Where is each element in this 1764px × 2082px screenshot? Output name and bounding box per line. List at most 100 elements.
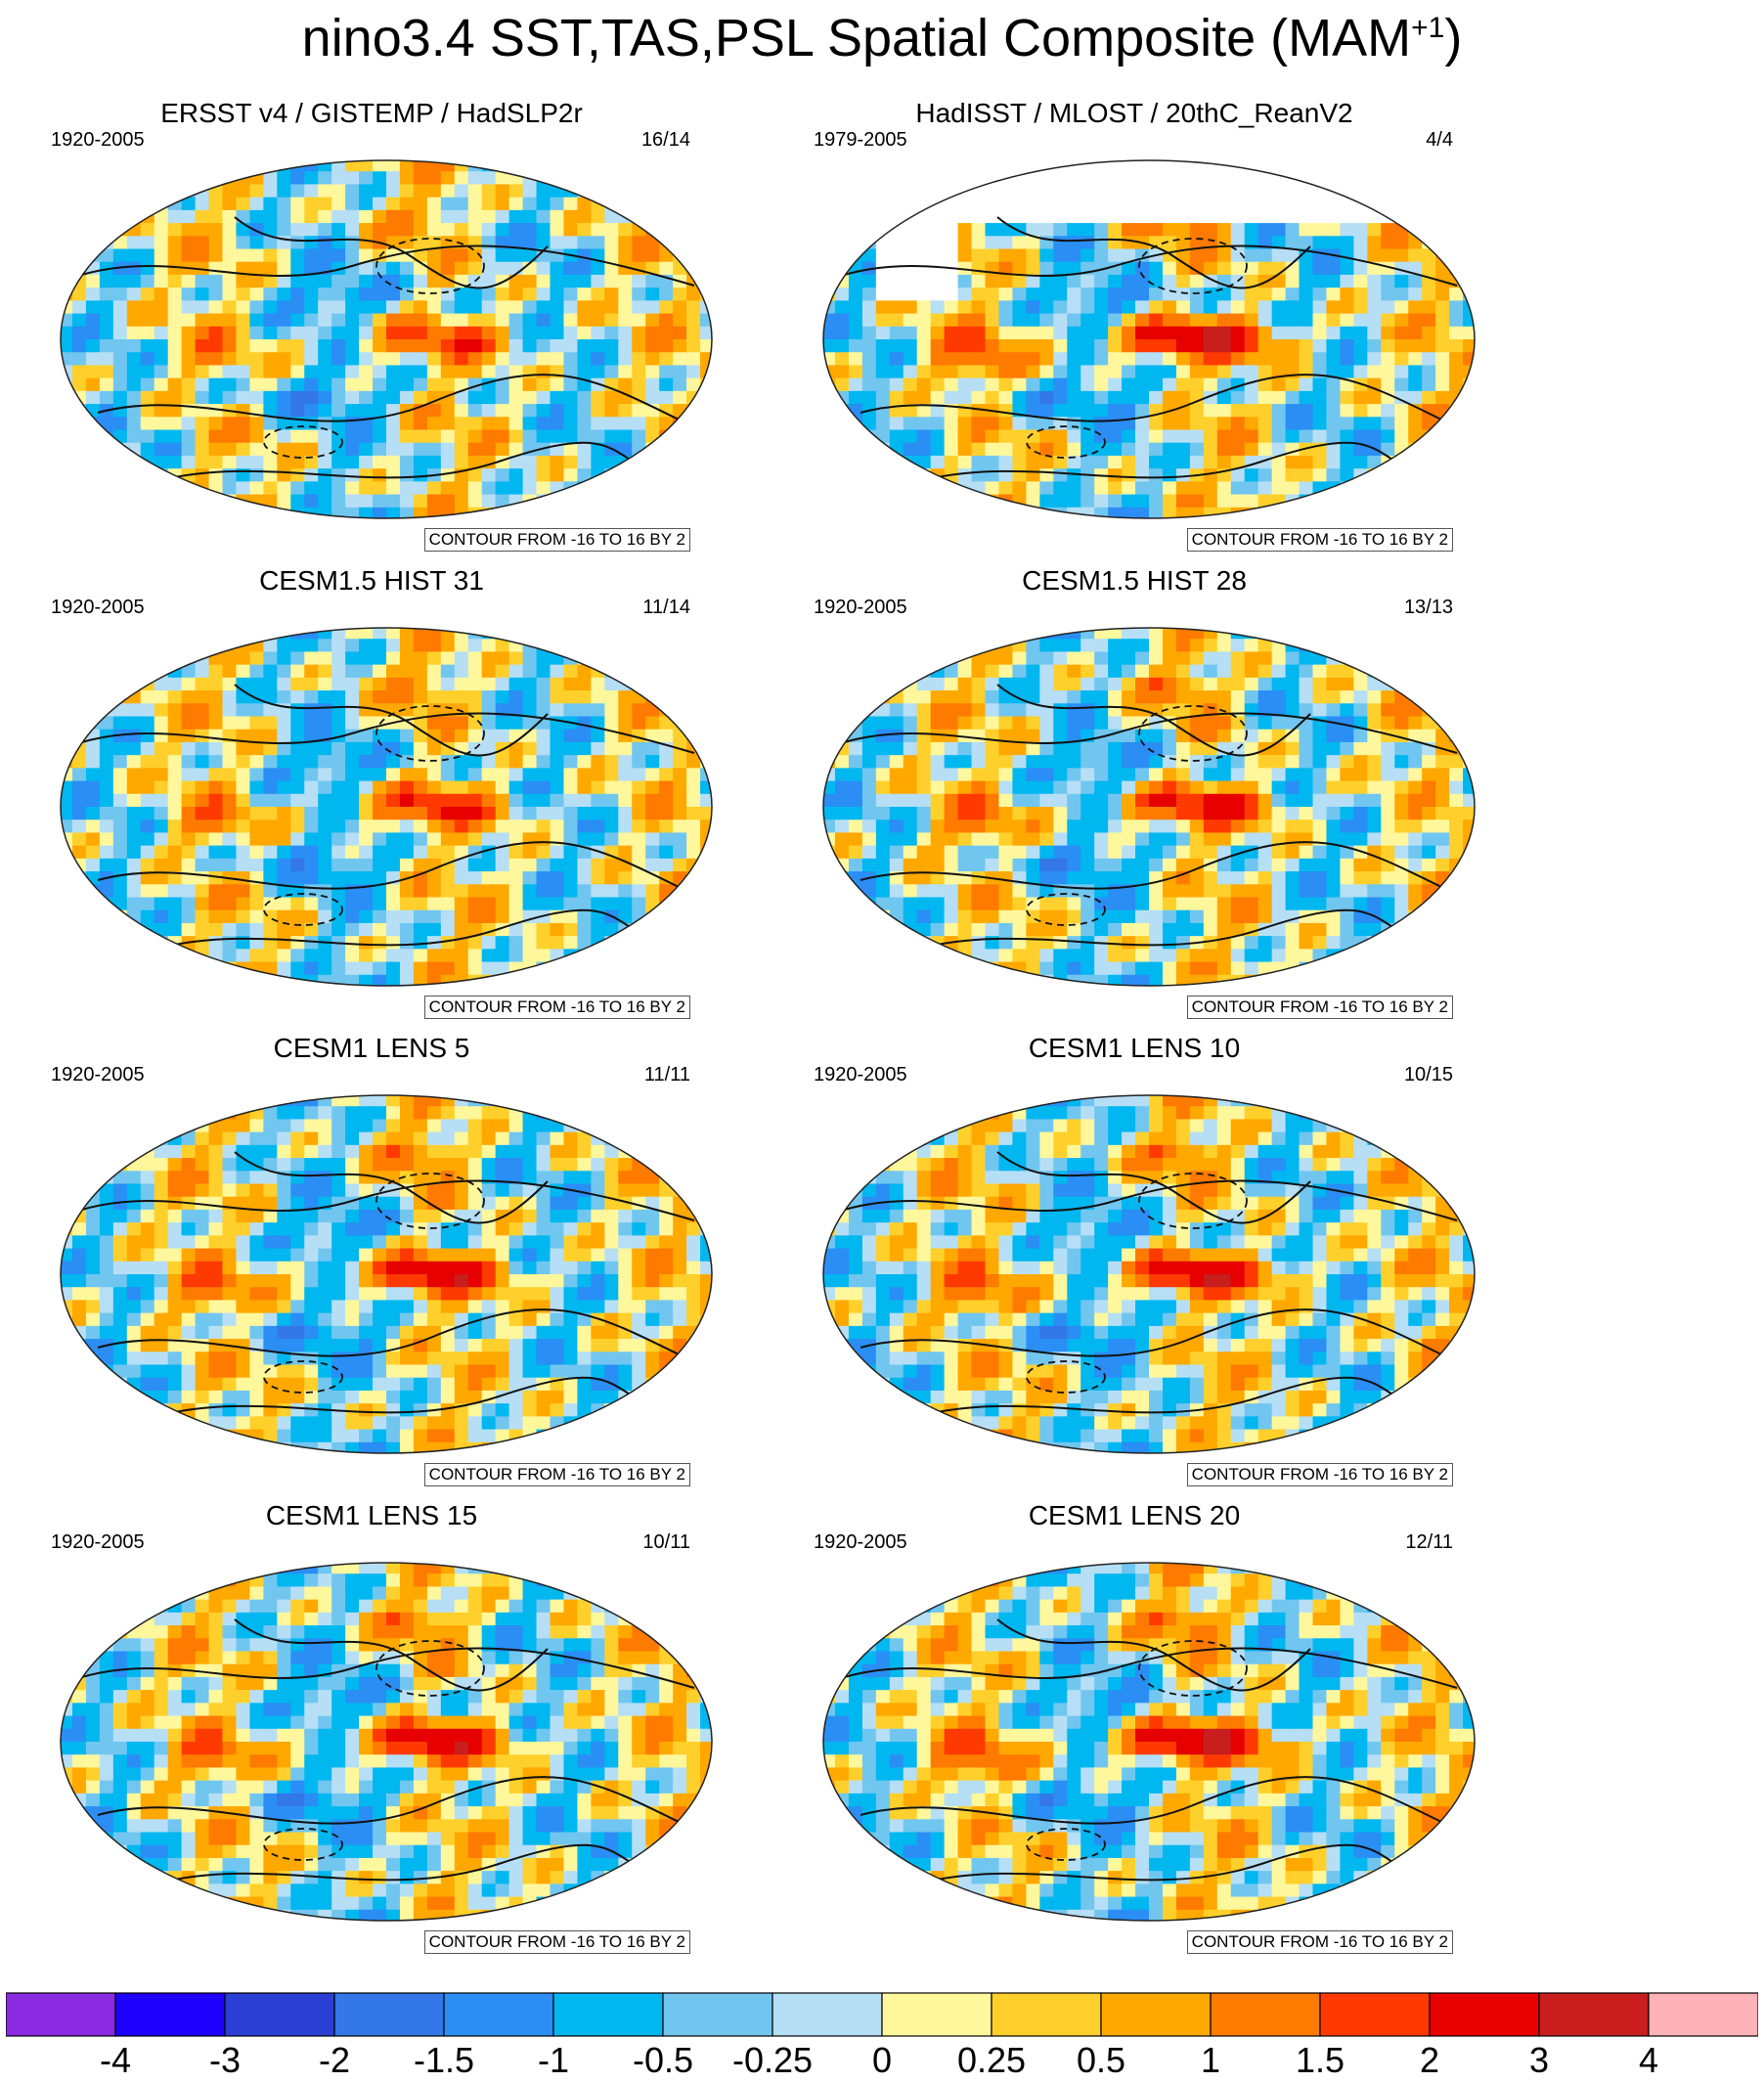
grid-cell [1435,352,1450,367]
grid-cell [154,690,169,704]
grid-cell [399,481,415,496]
grid-cell [440,365,456,379]
grid-cell [1449,197,1464,211]
grid-cell [1449,352,1464,367]
grid-cell [618,274,633,288]
grid-cell [195,468,210,482]
grid-cell [195,820,210,834]
grid-cell [1244,639,1259,653]
grid-cell [591,481,605,496]
grid-cell [985,352,1000,367]
grid-cell [318,223,332,237]
grid-cell [971,690,987,704]
grid-cell [848,845,863,860]
grid-cell [1094,288,1109,301]
grid-cell [440,936,456,950]
grid-cell [1230,365,1246,379]
grid-cell [985,377,1000,392]
grid-cell [1230,820,1246,834]
grid-cell [508,429,524,444]
grid-cell [930,339,946,353]
grid-cell [508,326,524,340]
grid-cell [998,807,1014,820]
grid-cell [1326,171,1342,186]
grid-cell [318,974,332,986]
grid-cell [481,936,497,950]
grid-cell [126,209,142,224]
grid-cell [889,339,904,353]
grid-cell [85,300,101,315]
psl-contour-negative [1138,238,1248,294]
grid-cell [1394,845,1409,860]
grid-cell [944,288,959,301]
grid-cell [495,858,510,872]
grid-cell [522,922,538,937]
grid-cell [263,429,278,444]
grid-cell [1257,160,1273,172]
grid-cell [916,352,932,367]
grid-cell [249,729,264,743]
grid-cell [222,845,238,860]
grid-cell [700,377,712,392]
grid-cell [373,223,387,237]
grid-cell [645,313,660,328]
grid-cell [236,845,251,860]
grid-cell [1285,690,1301,704]
grid-cell [536,807,551,820]
grid-cell [112,404,128,418]
grid-cell [971,455,987,469]
grid-cell [1422,755,1436,769]
grid-cell [563,677,579,691]
grid-cell [454,793,469,808]
grid-cell [112,160,128,172]
grid-cell [577,897,592,911]
grid-cell [1026,197,1040,211]
grid-cell [467,326,483,340]
grid-cell [645,390,660,405]
grid-cell [930,677,946,691]
grid-cell [1162,442,1177,457]
grid-cell [373,429,387,444]
grid-cell [659,909,674,924]
grid-cell [834,417,850,431]
grid-cell [889,184,904,199]
grid-cell [686,184,701,199]
grid-cell [1463,690,1475,704]
grid-cell [861,858,877,872]
grid-cell [373,288,387,301]
grid-cell [61,404,73,418]
grid-cell [1189,377,1205,392]
grid-cell [1285,741,1301,756]
grid-cell [277,807,291,820]
grid-cell [304,651,319,666]
grid-cell [181,160,197,172]
grid-cell [875,261,891,276]
grid-cell [916,377,932,392]
grid-cell [140,248,155,263]
grid-cell [563,768,579,782]
grid-cell [618,664,633,679]
grid-cell [930,442,946,457]
grid-cell [930,223,946,237]
grid-cell [1353,807,1368,820]
grid-cell [99,365,114,379]
grid-cell [1271,755,1287,769]
grid-cell [591,807,605,820]
grid-cell [426,404,442,418]
grid-cell [1135,455,1150,469]
grid-cell [195,871,210,885]
grid-cell [331,909,346,924]
grid-cell [1422,481,1436,496]
grid-cell [440,639,456,653]
grid-cell [399,897,415,911]
grid-cell [1230,248,1246,263]
grid-cell [618,871,633,885]
grid-cell [618,820,633,834]
grid-cell [889,507,904,518]
grid-cell [700,209,712,224]
grid-cell [140,961,155,976]
grid-cell [1299,417,1314,431]
grid-cell [290,741,305,756]
grid-cell [1053,481,1068,496]
grid-cell [331,390,346,405]
